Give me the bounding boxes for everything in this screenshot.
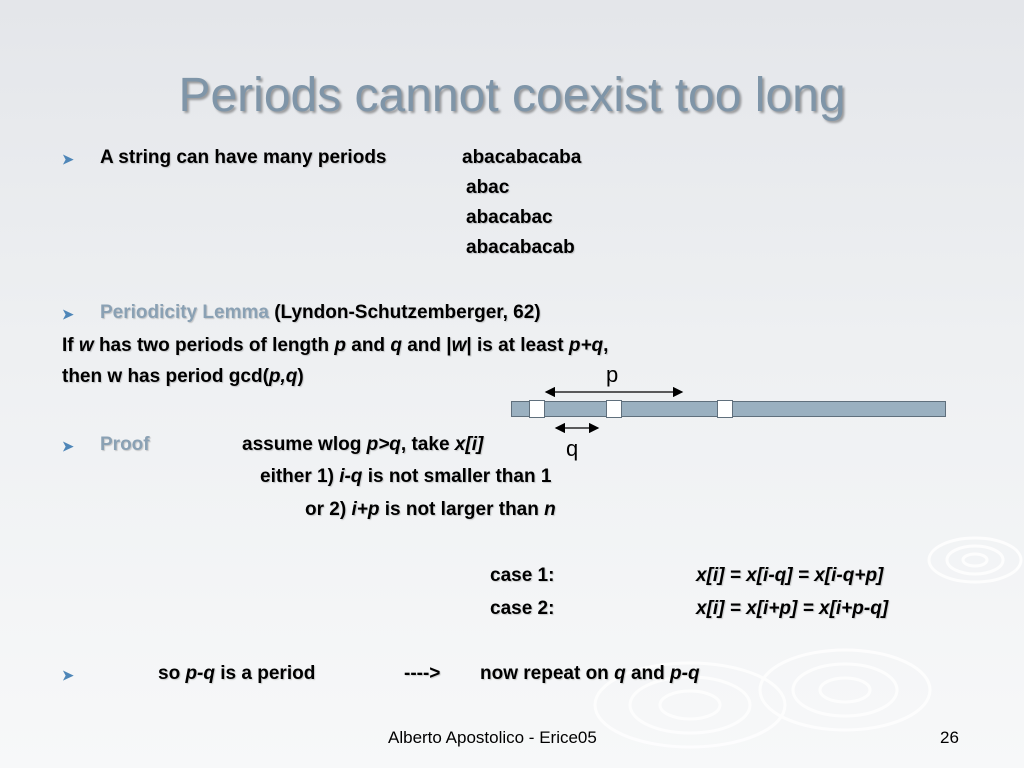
footer-author: Alberto Apostolico - Erice05 [388,728,597,747]
case2-equation: x[i] = x[i+p] = x[i+p-q] [696,598,889,619]
period-1: abac [466,177,510,198]
proof-or: or 2) i+p is not larger than n [305,499,556,520]
proof-either: either 1) i-q is not smaller than 1 [260,466,552,487]
period-3: abacabacab [466,237,575,258]
proof-assume: assume wlog p>q, take x[i] [242,434,484,455]
q-label: q [566,436,579,461]
page-number: 26 [940,728,959,747]
lemma-citation: (Lyndon-Schutzemberger, 62) [274,302,541,323]
bullet-arrow-icon: ➤ [62,151,74,167]
position-cell [606,400,622,418]
bullet1-label: A string can have many periods [100,147,387,168]
slide-title: Periods cannot coexist too long [178,69,846,122]
conclusion-left: so p-q is a period [158,663,316,684]
lemma-term: Periodicity Lemma [100,302,269,323]
bullet-arrow-icon: ➤ [62,306,74,322]
period-2: abacabac [466,207,553,228]
lemma-line-1: If w has two periods of length p and q a… [62,335,609,356]
bullet-arrow-icon: ➤ [62,667,74,683]
position-cell [717,400,733,418]
lemma-line-2: then w has period gcd(p,q) [62,366,304,387]
lemma-heading: Periodicity Lemma (Lyndon-Schutzemberger… [100,302,541,324]
conclusion-right: now repeat on q and p-q [480,663,700,684]
position-cell [529,400,545,418]
proof-term: Proof [100,434,150,455]
conclusion-arrow: ----> [404,663,441,684]
example-string: abacabacaba [462,147,582,168]
case1-label: case 1: [490,565,555,586]
bullet-arrow-icon: ➤ [62,438,74,454]
case1-equation: x[i] = x[i-q] = x[i-q+p] [696,565,884,586]
p-label: p [606,362,619,387]
case2-label: case 2: [490,598,555,619]
